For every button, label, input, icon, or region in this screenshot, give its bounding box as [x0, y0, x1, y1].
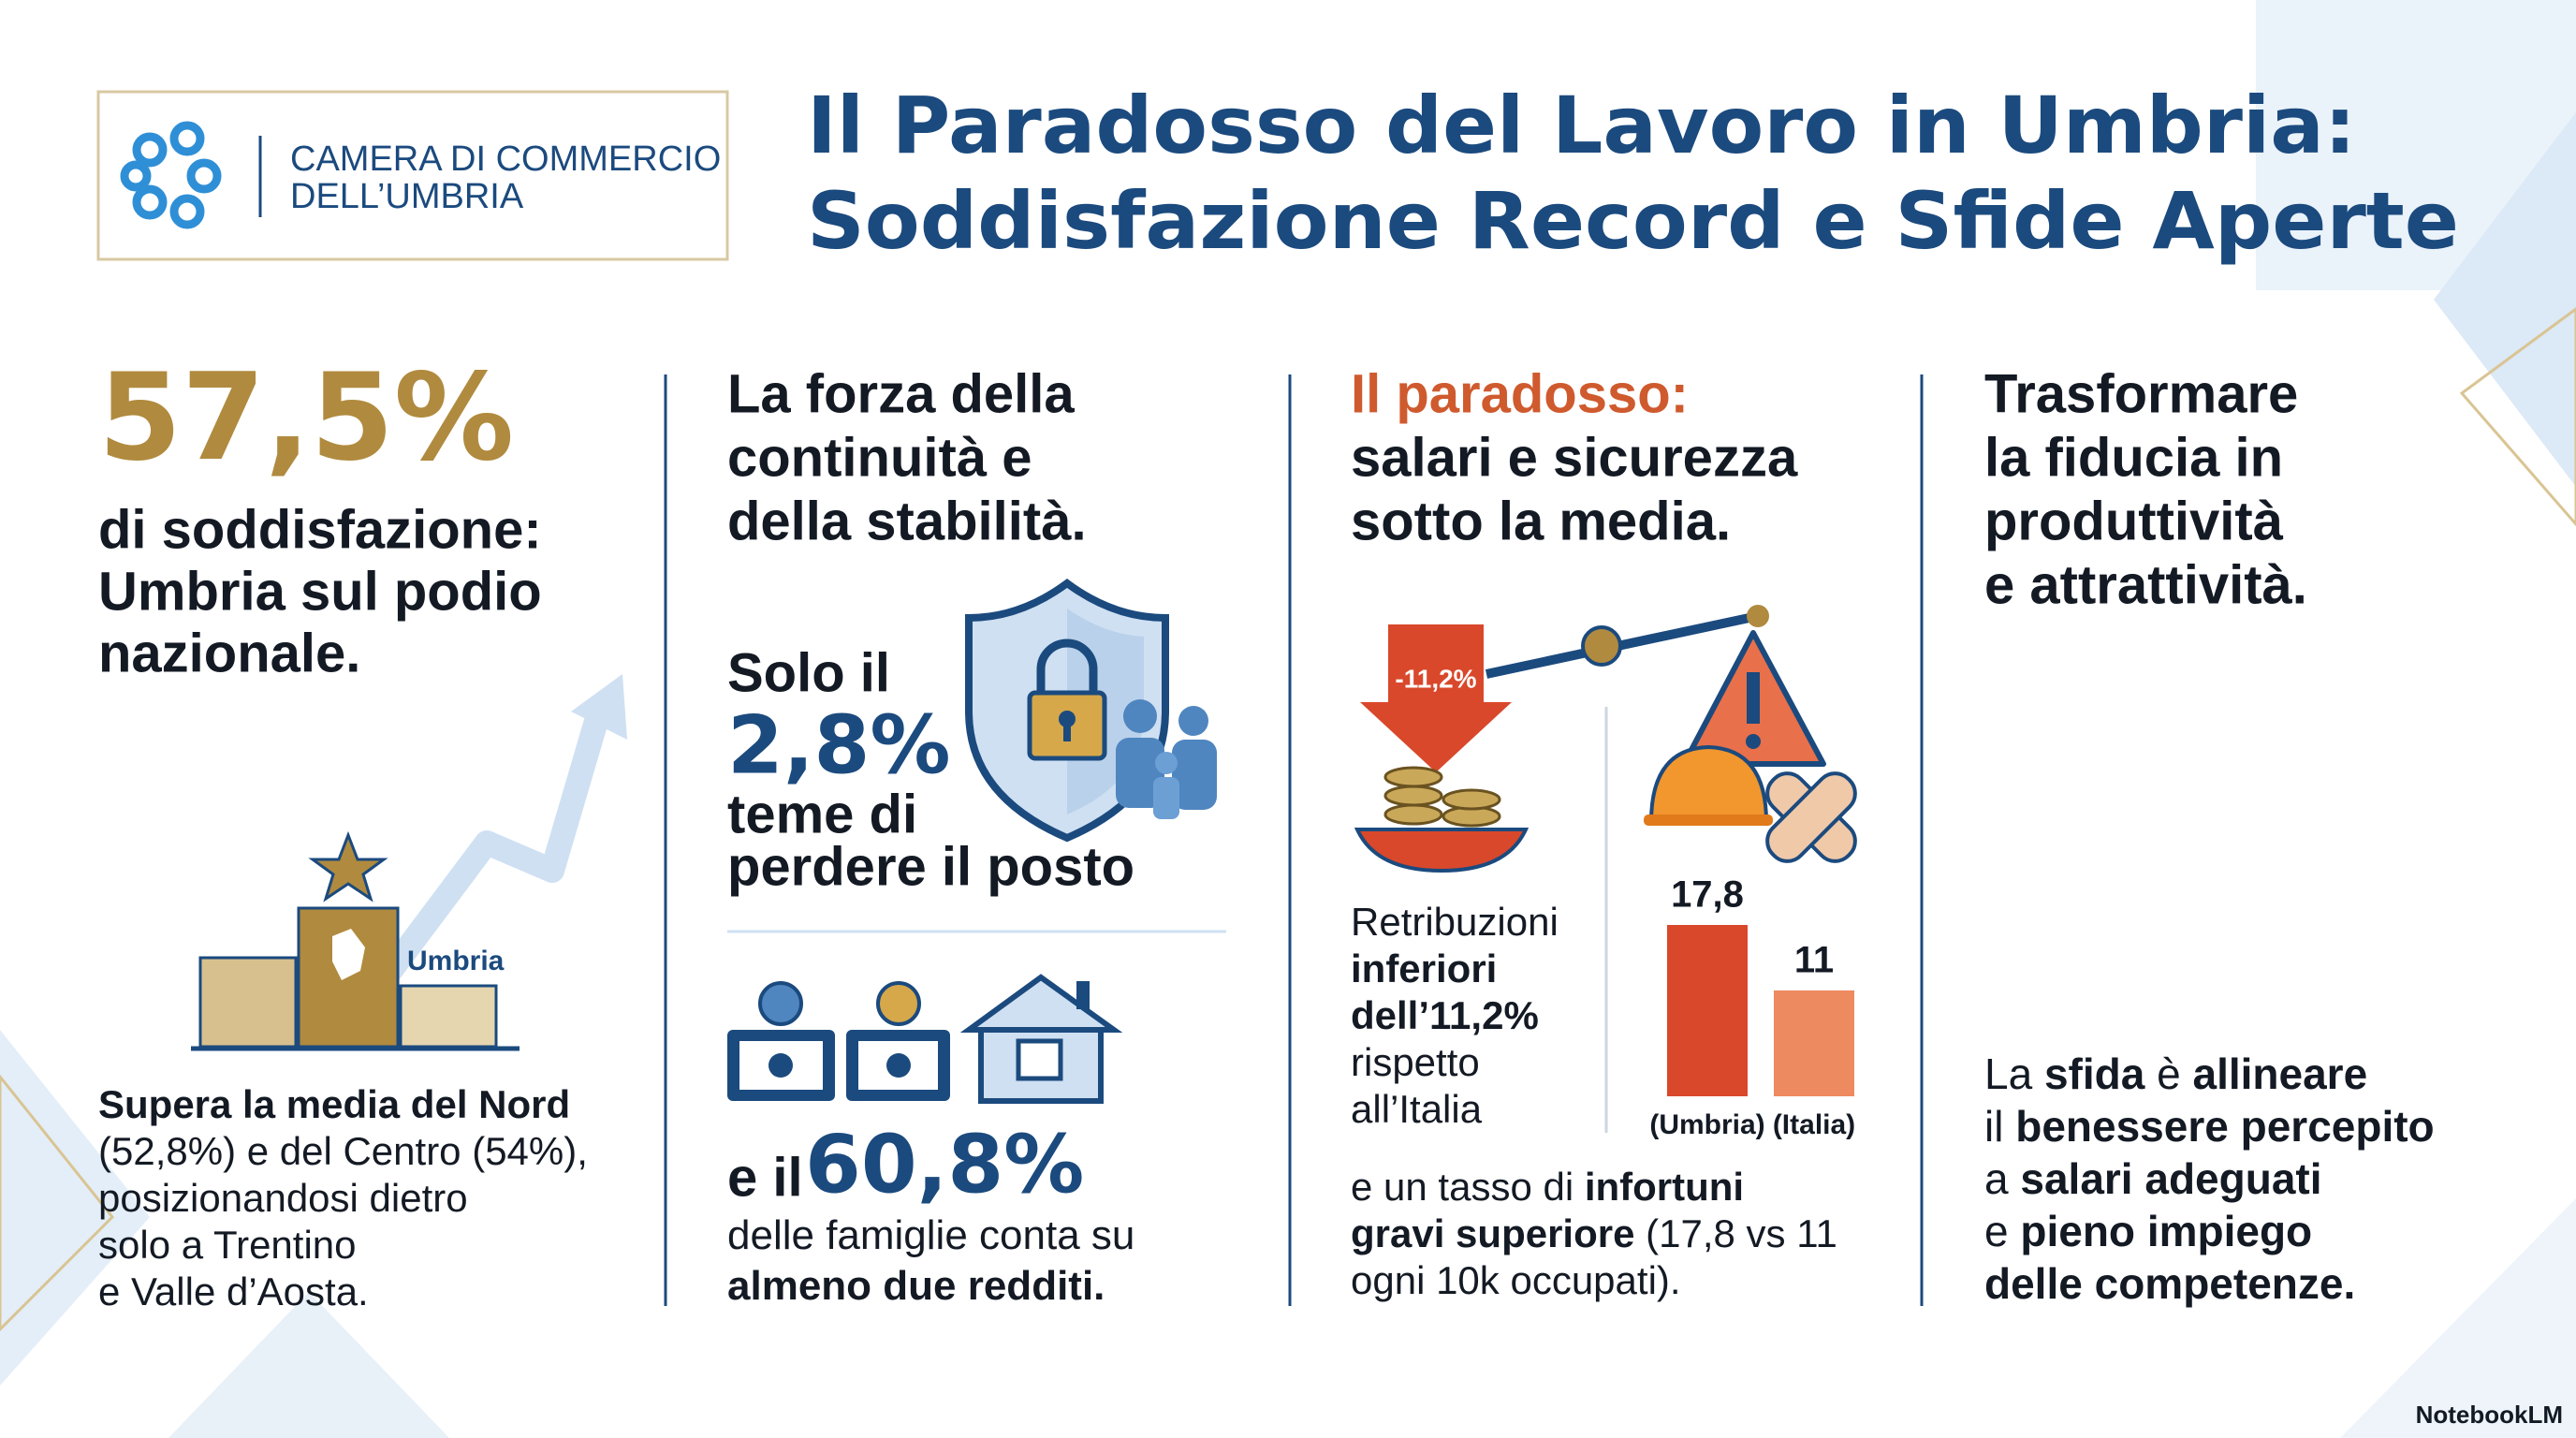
heading: La forza della	[727, 363, 1075, 424]
arrow-label: -11,2%	[1395, 664, 1476, 693]
body-line: e un tasso di infortuni	[1351, 1165, 1744, 1209]
body-line: rispetto	[1351, 1040, 1480, 1084]
body-line: Supera la media del Nord	[98, 1082, 570, 1126]
text: La	[1984, 1049, 2044, 1098]
heading: Umbria sul podio	[98, 561, 542, 622]
text: all’Italia	[1351, 1087, 1483, 1131]
body-line: solo a Trentino	[98, 1223, 357, 1267]
bold-text: dell’11,2%	[1351, 993, 1539, 1037]
value-label: 17,8	[1671, 874, 1744, 916]
podium-label: Umbria	[407, 946, 505, 976]
heading-highlight: Il paradosso:	[1351, 363, 1689, 424]
podium-icon: Umbria	[191, 674, 627, 1051]
text: (17,8 vs 11	[1634, 1211, 1837, 1255]
body-line: ogni 10k occupati).	[1351, 1258, 1681, 1302]
body-line: La sfida è allineare	[1984, 1049, 2367, 1098]
logo-text: CAMERA DI COMMERCIO	[290, 139, 721, 179]
body-line: e Valle d’Aosta.	[98, 1269, 369, 1313]
text: posizionandosi dietro	[98, 1176, 468, 1220]
body-line: Retribuzioni	[1351, 900, 1559, 944]
bold-text: benessere percepito	[2015, 1102, 2434, 1151]
body-line: (52,8%) e del Centro (54%),	[98, 1129, 588, 1173]
body-line: posizionandosi dietro	[98, 1176, 468, 1220]
bold-text: Supera la media del Nord	[98, 1082, 570, 1126]
bold-text: pieno impiego	[2020, 1207, 2312, 1255]
title: Soddisfazione Record e Sfide Aperte	[807, 175, 2459, 267]
footer-brand: NotebookLM	[2416, 1401, 2563, 1429]
text: e un tasso di	[1351, 1165, 1585, 1209]
income-icons	[727, 974, 1123, 1104]
scale-icon: -11,2%	[1354, 605, 1857, 1133]
text: Retribuzioni	[1351, 900, 1559, 944]
body-line: delle famiglie conta su	[727, 1212, 1134, 1258]
text: a	[1984, 1154, 2020, 1203]
stat: 2,8%	[727, 698, 951, 792]
text: e Valle d’Aosta.	[98, 1269, 369, 1313]
stat-prefix: e il	[727, 1147, 803, 1208]
stat-text: teme di	[727, 784, 917, 844]
column-separators	[664, 374, 1924, 1306]
heading: Trasformare	[1984, 363, 2298, 424]
category-label: (Umbria)	[1649, 1109, 1764, 1140]
bold-text: salari adeguati	[2020, 1154, 2321, 1203]
text: (52,8%) e del Centro (54%),	[98, 1129, 588, 1173]
text: ogni 10k occupati).	[1351, 1258, 1681, 1302]
bold-text: almeno due redditi.	[727, 1263, 1105, 1309]
body-line: e pieno impiego	[1984, 1207, 2312, 1255]
heading: continuità e	[727, 427, 1032, 488]
text: e	[1984, 1207, 2020, 1255]
heading: della stabilità.	[727, 491, 1087, 551]
heading: di soddisfazione:	[98, 499, 542, 560]
text: solo a Trentino	[98, 1223, 357, 1267]
body-line: dell’11,2%	[1351, 993, 1539, 1037]
body-line: a salari adeguati	[1984, 1154, 2322, 1203]
bold-text: sfida	[2044, 1049, 2145, 1098]
text: è	[2144, 1049, 2192, 1098]
body-line: almeno due redditi.	[727, 1263, 1105, 1309]
body-line: il benessere percepito	[1984, 1102, 2435, 1151]
heading: la fiducia in	[1984, 427, 2283, 488]
logo-text: DELL’UMBRIA	[290, 177, 524, 216]
bar	[1667, 925, 1748, 1096]
bold-text: delle competenze.	[1984, 1259, 2355, 1308]
bold-text: allineare	[2192, 1049, 2367, 1098]
heading: nazionale.	[98, 623, 360, 683]
heading: e attrattività.	[1984, 554, 2307, 615]
stat-prefix: Solo il	[727, 642, 890, 703]
body-line: delle competenze.	[1984, 1259, 2355, 1308]
bold-text: gravi superiore	[1351, 1211, 1634, 1255]
bar-chart: 17,8 (Umbria) 11 (Italia)	[1649, 874, 1855, 1140]
stat: 57,5%	[98, 348, 514, 488]
heading: salari e sicurezza	[1351, 427, 1798, 488]
text: il	[1984, 1102, 2015, 1151]
bar	[1774, 990, 1854, 1096]
stat-text: perdere il posto	[727, 836, 1134, 897]
logo: CAMERA DI COMMERCIO DELL’UMBRIA	[96, 90, 729, 261]
heading: sotto la media.	[1351, 491, 1731, 551]
text: rispetto	[1351, 1040, 1480, 1084]
body-line: all’Italia	[1351, 1087, 1483, 1131]
body-line: gravi superiore (17,8 vs 11	[1351, 1211, 1837, 1255]
bold-text: infortuni	[1585, 1165, 1744, 1209]
body-line: inferiori	[1351, 946, 1497, 990]
value-label: 11	[1794, 939, 1834, 980]
text: delle famiglie conta su	[727, 1212, 1134, 1258]
shield-icon	[965, 579, 1217, 843]
bold-text: inferiori	[1351, 946, 1497, 990]
category-label: (Italia)	[1773, 1109, 1855, 1140]
title: Il Paradosso del Lavoro in Umbria:	[807, 80, 2356, 171]
heading: produttività	[1984, 491, 2284, 551]
stat: 60,8%	[805, 1118, 1084, 1211]
